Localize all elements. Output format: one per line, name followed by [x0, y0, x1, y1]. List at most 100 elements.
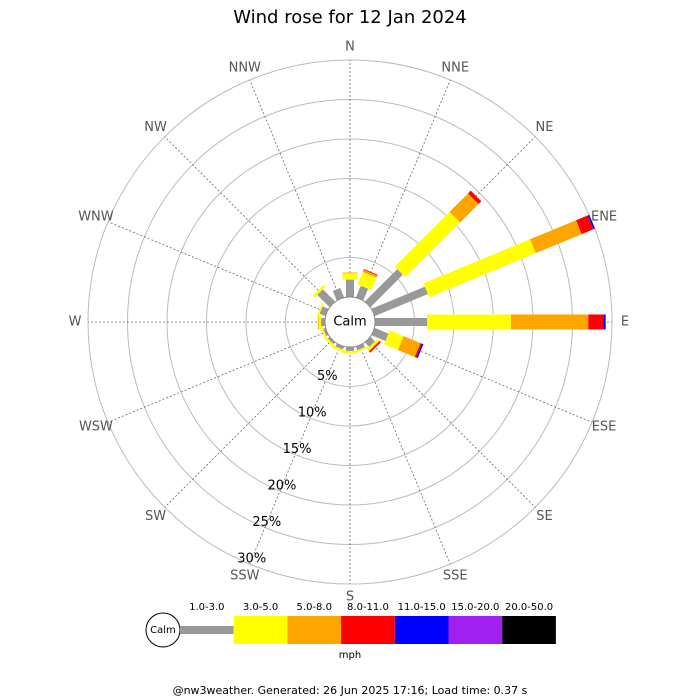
direction-label: SE — [536, 509, 552, 524]
bar-segment — [362, 269, 378, 278]
bar-segment — [355, 285, 369, 301]
bar-segment — [467, 190, 482, 205]
calm-circle — [324, 296, 376, 348]
bar-segment — [394, 211, 461, 278]
spoke — [164, 136, 333, 305]
spoke — [249, 79, 341, 300]
bar-segment — [384, 330, 404, 350]
legend-label: 20.0-50.0 — [505, 602, 553, 613]
bar-segment — [316, 302, 324, 317]
bar-segment — [317, 314, 319, 330]
ring-label: 10% — [298, 406, 327, 421]
direction-label: N — [345, 40, 355, 55]
bar-segment — [346, 347, 354, 351]
bar-segment — [354, 345, 369, 354]
legend-label: 5.0-8.0 — [297, 602, 332, 613]
bar-segment — [369, 341, 381, 353]
legend-label: 15.0-20.0 — [451, 602, 499, 613]
spoke — [367, 136, 536, 305]
direction-label: ESE — [592, 420, 617, 435]
bar-segment — [576, 215, 594, 235]
legend-label: 11.0-15.0 — [398, 602, 446, 613]
bar-segment — [587, 214, 595, 230]
bar-segment — [364, 269, 403, 308]
legend-calm-label: Calm — [150, 625, 176, 636]
ring-label: 20% — [268, 479, 297, 494]
spoke — [249, 344, 341, 565]
spoke — [359, 79, 451, 300]
calm-label: Calm — [333, 315, 366, 330]
spoke — [359, 344, 451, 565]
ring-label: 25% — [252, 515, 281, 530]
unit-label: mph — [339, 650, 361, 661]
direction-label: NNE — [441, 60, 469, 75]
spoke — [372, 331, 593, 423]
legend-swatch — [448, 616, 503, 644]
spoke — [107, 331, 328, 423]
direction-label: NNW — [229, 60, 261, 75]
bar-segment — [332, 287, 345, 301]
legend-label: 8.0-11.0 — [347, 602, 389, 613]
bar-segment — [342, 272, 358, 274]
spoke — [107, 221, 328, 313]
direction-label: SW — [145, 509, 166, 524]
bar-segment — [342, 273, 358, 280]
bar-segment — [368, 340, 380, 352]
bar-segment — [323, 327, 329, 337]
ring-label: 30% — [237, 552, 266, 567]
bar-segment — [427, 314, 511, 330]
direction-label: SSE — [443, 569, 468, 584]
legend-swatch — [502, 616, 556, 644]
bar-segment — [510, 314, 589, 330]
bar-segment — [313, 285, 326, 298]
legend-swatch — [341, 616, 395, 644]
bar-segment — [357, 271, 377, 291]
direction-label: S — [346, 590, 354, 605]
chart-title: Wind rose for 12 Jan 2024 — [233, 7, 467, 28]
direction-label: WSW — [79, 420, 113, 435]
direction-label: SSW — [230, 569, 260, 584]
footer: @nw3weather. Generated: 26 Jun 2025 17:1… — [173, 684, 528, 697]
bar-segment — [342, 350, 358, 354]
bar-segment — [366, 338, 380, 352]
legend-label: 3.0-5.0 — [243, 602, 278, 613]
legend-label: 1.0-3.0 — [189, 602, 224, 613]
bar-segment — [346, 279, 354, 297]
bar-segment — [355, 343, 365, 351]
bar-segment — [320, 325, 328, 341]
bar-segment — [375, 318, 428, 326]
direction-label: NW — [144, 120, 167, 135]
bar-segment — [327, 336, 336, 345]
ring-label: 15% — [283, 442, 312, 457]
bar-segment — [423, 239, 536, 298]
bar-segment — [416, 343, 424, 359]
direction-label: E — [621, 315, 629, 330]
bar-segment — [371, 286, 428, 317]
spoke — [164, 339, 333, 508]
direction-label: NE — [535, 120, 553, 135]
ring-label: 5% — [317, 369, 338, 384]
direction-label: ENE — [591, 209, 617, 224]
bar-segment — [530, 220, 582, 254]
bar-segment — [335, 343, 345, 350]
legend-swatch — [180, 626, 234, 634]
bar-segment — [371, 327, 389, 342]
plot: N NNE NE ENE E ESE SE SSE S SSW SW WSW W WNW NW NNW 5% 10… — [69, 40, 629, 648]
bar-segment — [364, 336, 375, 347]
bar-segment — [317, 289, 336, 308]
bar-segment — [363, 269, 378, 276]
bar-segment — [397, 336, 421, 357]
bar-segment — [321, 318, 325, 326]
spoke — [367, 339, 536, 508]
bar-segment — [449, 193, 479, 223]
direction-label: WNW — [78, 209, 114, 224]
legend-swatch — [233, 616, 288, 644]
bar-segment — [588, 314, 604, 330]
legend-swatch — [287, 616, 342, 644]
bar-segment — [603, 314, 606, 330]
legend-swatch — [394, 616, 449, 644]
bar-segment — [414, 343, 422, 358]
bar-segment — [318, 314, 322, 330]
direction-label: W — [69, 315, 82, 330]
